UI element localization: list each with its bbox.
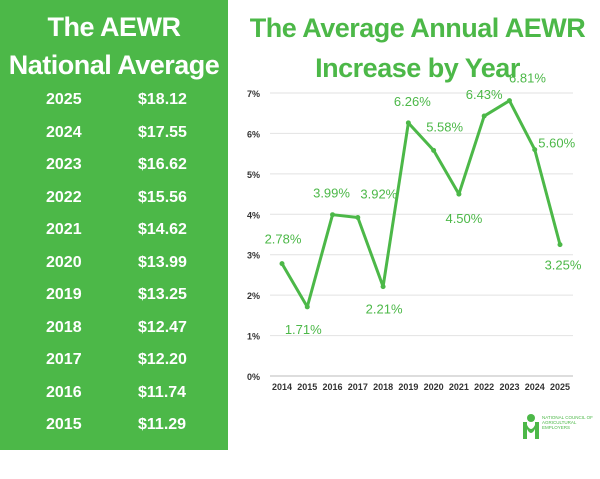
data-point <box>456 191 462 197</box>
aewr-national-average-panel: The AEWR National Average 2025 $18.12 2024… <box>0 0 228 466</box>
average-row: 2021 $14.62 <box>0 221 228 251</box>
average-row: 2025 $18.12 <box>0 91 228 121</box>
row-year: 2014 <box>46 448 82 466</box>
y-tick-label: 7% <box>247 89 260 99</box>
data-point <box>330 212 336 218</box>
row-year: 2020 <box>46 253 82 271</box>
x-tick-label: 2014 <box>272 382 292 392</box>
data-label: 6.26% <box>394 94 431 109</box>
data-point <box>405 120 411 126</box>
x-tick-label: 2015 <box>297 382 317 392</box>
y-tick-label: 3% <box>247 251 260 261</box>
row-value: $14.62 <box>138 221 187 238</box>
data-label: 3.99% <box>313 186 350 201</box>
x-tick-label: 2025 <box>550 382 570 392</box>
x-tick-label: 2021 <box>449 382 469 392</box>
panel-title: The AEWR National Average <box>8 12 220 80</box>
row-year: 2015 <box>46 416 82 433</box>
x-tick-label: 2024 <box>525 382 545 392</box>
x-tick-label: 2022 <box>474 382 494 392</box>
data-point <box>532 147 538 153</box>
row-year: 2025 <box>46 91 82 108</box>
row-value: $17.55 <box>138 123 187 141</box>
average-row: 2024 $17.55 <box>0 124 228 154</box>
row-year: 2024 <box>46 123 82 141</box>
row-value: $11.10 <box>138 448 187 466</box>
data-label: 3.92% <box>360 187 397 202</box>
y-tick-label: 6% <box>247 129 260 139</box>
y-tick-label: 5% <box>247 170 260 180</box>
x-tick-label: 2020 <box>424 382 444 392</box>
row-value: $11.29 <box>138 416 187 433</box>
row-year: 2022 <box>46 188 82 206</box>
data-label: 3.25% <box>545 258 582 273</box>
x-tick-label: 2023 <box>499 382 519 392</box>
y-tick-label: 4% <box>247 210 260 220</box>
data-point <box>355 215 361 221</box>
data-label: 6.43% <box>466 87 503 102</box>
row-value: $13.25 <box>138 286 187 303</box>
logo-text: NATIONAL COUNCIL OF AGRICULTURAL EMPLOYE… <box>542 415 593 430</box>
x-tick-label: 2016 <box>323 382 343 392</box>
data-label: 2.78% <box>265 232 302 247</box>
data-point <box>431 147 437 153</box>
line-chart: 0% 1% 2% 3% 4% 5% 6% 7% 2014 2015 2016 2017 2018 2019… <box>247 71 582 392</box>
data-point <box>279 261 285 267</box>
row-year: 2021 <box>46 221 82 238</box>
logo-icon <box>523 414 539 439</box>
average-row: 2020 $13.99 <box>0 254 228 284</box>
data-label: 6.81% <box>509 71 546 86</box>
row-value: $16.62 <box>138 156 187 173</box>
series-line <box>280 99 562 309</box>
average-row: 2016 $11.74 <box>0 384 228 414</box>
data-label: 5.58% <box>426 119 463 134</box>
row-value: $11.74 <box>138 383 187 401</box>
data-label: 2.21% <box>366 302 403 317</box>
chart-title: The Average Annual AEWR Increase by Year <box>249 13 586 83</box>
data-label: 4.50% <box>445 211 482 226</box>
row-value: $18.12 <box>138 91 187 108</box>
data-point <box>506 98 512 104</box>
row-year: 2018 <box>46 318 82 336</box>
data-label: 1.71% <box>285 322 322 337</box>
y-tick-label: 0% <box>247 372 260 382</box>
average-row: 2019 $13.25 <box>0 286 228 316</box>
average-row: 2023 $16.62 <box>0 156 228 186</box>
row-year: 2023 <box>46 156 82 173</box>
x-tick-label: 2018 <box>373 382 393 392</box>
data-point <box>481 113 487 119</box>
y-tick-label: 2% <box>247 291 260 301</box>
data-point <box>380 284 386 290</box>
x-tick-label: 2019 <box>398 382 418 392</box>
row-value: $12.47 <box>138 318 187 336</box>
average-row: 2022 $15.56 <box>0 189 228 219</box>
average-row: 2017 $12.20 <box>0 351 228 381</box>
row-value: $13.99 <box>138 253 187 271</box>
average-row: 2015 $11.29 <box>0 416 228 446</box>
data-point <box>304 304 310 310</box>
data-label: 5.60% <box>538 136 575 151</box>
average-row: 2018 $12.47 <box>0 319 228 349</box>
row-value: $15.56 <box>138 188 187 206</box>
average-row: 2014 $11.10 <box>0 449 228 479</box>
data-point <box>557 242 563 248</box>
row-value: $12.20 <box>138 351 187 368</box>
x-tick-label: 2017 <box>348 382 368 392</box>
row-year: 2019 <box>46 286 82 303</box>
row-year: 2016 <box>46 383 82 401</box>
y-tick-label: 1% <box>247 332 260 342</box>
ncae-logo: NATIONAL COUNCIL OF AGRICULTURAL EMPLOYE… <box>522 413 600 443</box>
row-year: 2017 <box>46 351 82 368</box>
